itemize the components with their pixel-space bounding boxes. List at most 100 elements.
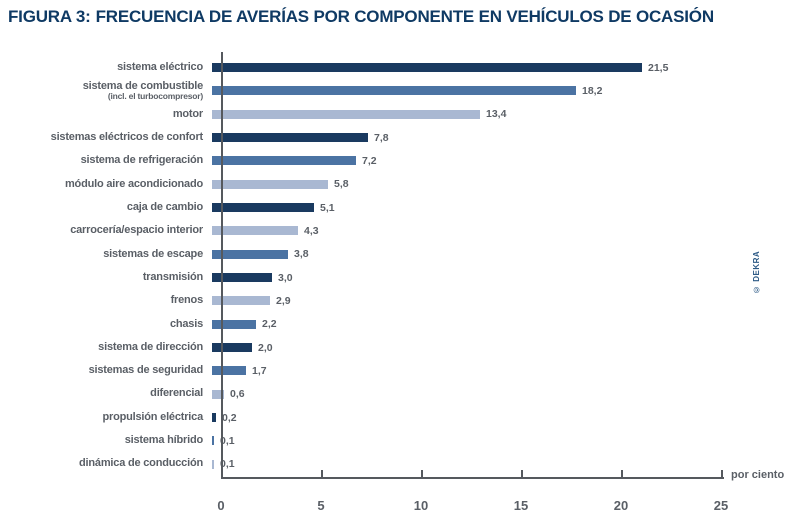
bar-line: 2,2 [212,318,760,330]
category-label: chasis [169,317,203,330]
bar-value-label: 2,9 [276,294,291,307]
chart-row: propulsión eléctrica 0,2 [0,406,760,429]
category-label: sistema de refrigeración [80,154,204,167]
bar-value-label: 5,8 [334,178,349,191]
chart-row: sistemas de escape 3,8 [0,243,760,266]
bar-line: 7,8 [212,132,760,144]
chart-row: transmisión 3,0 [0,266,760,289]
category-label: motor [172,107,203,120]
x-axis-tick [621,470,623,478]
bar-line: 18,2 [212,85,760,97]
x-axis-tick [321,470,323,478]
bar-line: 0,6 [212,388,760,400]
bar-line: 3,8 [212,248,760,260]
bar-line: 0,2 [212,412,760,424]
bar-value-label: 2,2 [262,318,277,331]
bar-value-label: 7,8 [374,131,389,144]
x-axis-line [221,477,724,479]
bar-value-label: 3,8 [294,248,309,261]
bar-line: 21,5 [212,62,760,74]
bar-value-label: 1,7 [252,364,267,377]
bar-value-label: 4,3 [304,224,319,237]
x-axis-tick-label: 25 [713,498,729,513]
chart-row: chasis 2,2 [0,313,760,336]
bar-line: 1,7 [212,365,760,377]
bar-value-label: 0,6 [230,388,245,401]
category-label: frenos [170,294,204,307]
figure-number: FIGURA 3: [8,7,91,26]
category-label: sistema eléctrico [117,60,203,73]
x-axis-tick-label: 0 [217,498,225,513]
bar-line: 5,8 [212,178,760,190]
bar [212,413,216,423]
chart-row: carrocería/espacio interior 4,3 [0,219,760,242]
bar-value-label: 7,2 [362,154,377,167]
bar [212,296,270,306]
chart-row: sistemas eléctricos de confort 7,8 [0,126,760,149]
category-label: sistemas de escape [103,247,203,260]
bar [212,249,288,259]
bar-line: 5,1 [212,202,760,214]
category-label: carrocería/espacio interior [70,224,203,237]
bar-line: 3,0 [212,272,760,284]
category-label: sistema de dirección [98,340,203,353]
bar-value-label: 13,4 [486,108,507,121]
bar-value-label: 3,0 [278,271,293,284]
bar [212,343,252,353]
bar-line: 4,3 [212,225,760,237]
category-sublabel: (incl. el turbocompresor) [107,91,203,102]
bar-rows-container: sistema eléctrico 21,5 sistema de combusti… [0,56,760,476]
bar-value-label: 0,2 [222,411,237,424]
category-label: caja de cambio [126,200,203,213]
chart-row: frenos 2,9 [0,289,760,312]
x-axis-tick-label: 5 [317,498,325,513]
x-axis-tick-label: 15 [513,498,529,513]
chart-row: sistema de refrigeración 7,2 [0,149,760,172]
bar-value-label: 5,1 [320,201,335,214]
category-label: sistema híbrido [124,434,204,447]
chart-row: sistema híbrido 0,1 [0,429,760,452]
bar-value-label: 2,0 [258,341,273,354]
chart-row: diferencial 0,6 [0,383,760,406]
bar [212,156,356,166]
x-axis-tick-label: 10 [413,498,429,513]
bar-value-label: 0,1 [220,434,235,447]
chart-row: sistema de combustible (incl. el turbocom… [0,79,760,102]
bar-value-label: 21,5 [648,61,669,74]
bar-value-label: 0,1 [220,458,235,471]
chart-row: sistema de dirección 2,0 [0,336,760,359]
bar-value-label: 18,2 [582,84,603,97]
bar-line: 2,9 [212,295,760,307]
chart-row: motor 13,4 [0,103,760,126]
x-axis-tick-label: 20 [613,498,629,513]
bar [212,203,314,213]
bar [212,366,246,376]
chart-title-text: FRECUENCIA DE AVERÍAS POR COMPONENTE EN … [95,7,715,26]
bar-line: 7,2 [212,155,760,167]
bar [212,319,256,329]
bar [212,86,576,96]
bar [212,459,214,469]
x-axis-tick [721,470,723,478]
chart-row: sistema eléctrico 21,5 [0,56,760,79]
bar [212,436,214,446]
x-axis-tick [421,470,423,478]
bar [212,109,480,119]
x-axis-tick [221,470,223,478]
chart-row: caja de cambio 5,1 [0,196,760,219]
bar [212,389,224,399]
x-axis-tick [521,470,523,478]
y-axis-line [221,52,223,479]
category-label: sistemas eléctricos de confort [50,130,204,143]
x-axis-unit-label: por ciento [731,469,785,481]
bar [212,226,298,236]
category-label: diferencial [150,387,203,400]
category-label: módulo aire acondicionado [64,177,203,190]
category-label: sistema de combustible (incl. el turbocom… [0,80,212,102]
bar [212,133,368,143]
category-label: dinámica de conducción [79,457,203,470]
bar [212,63,642,73]
chart-row: módulo aire acondicionado 5,8 [0,173,760,196]
category-label: sistemas de seguridad [88,364,204,377]
